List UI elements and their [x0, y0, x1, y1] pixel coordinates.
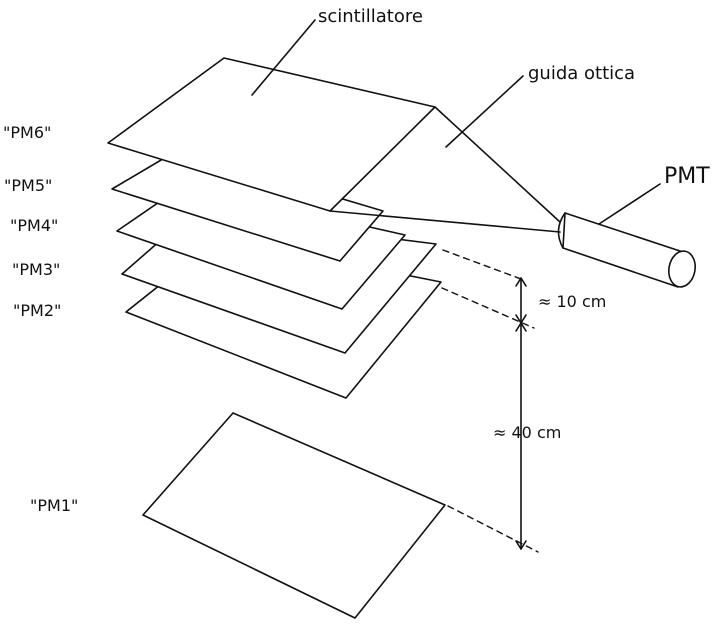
label-pm2: "PM2"	[13, 301, 61, 320]
dash-lower	[447, 505, 539, 553]
label-pm1: "PM1"	[30, 496, 78, 515]
plate-pm1	[142, 412, 446, 619]
light-guide	[329, 106, 561, 233]
scintillator-leader	[251, 19, 316, 96]
label-small-gap: ≈ 10 cm	[538, 292, 606, 311]
label-pm6: "PM6"	[3, 123, 51, 142]
dimension-small	[515, 277, 527, 324]
dash-middle	[441, 287, 535, 329]
dimension-large	[515, 322, 527, 550]
plate-pm5	[111, 149, 384, 262]
dash-upper	[442, 249, 522, 280]
label-large-gap: ≈ 40 cm	[493, 423, 561, 442]
pmt-leader	[598, 183, 661, 225]
label-scintillator: scintillatore	[318, 6, 423, 27]
label-pmt: PMT	[664, 164, 710, 189]
label-pm4: "PM4"	[10, 216, 58, 235]
pmt-tube	[557, 212, 696, 288]
label-pm3: "PM3"	[12, 260, 60, 279]
label-pm5: "PM5"	[4, 176, 52, 195]
label-light-guide: guida ottica	[528, 63, 635, 84]
light-guide-leader	[445, 75, 524, 148]
